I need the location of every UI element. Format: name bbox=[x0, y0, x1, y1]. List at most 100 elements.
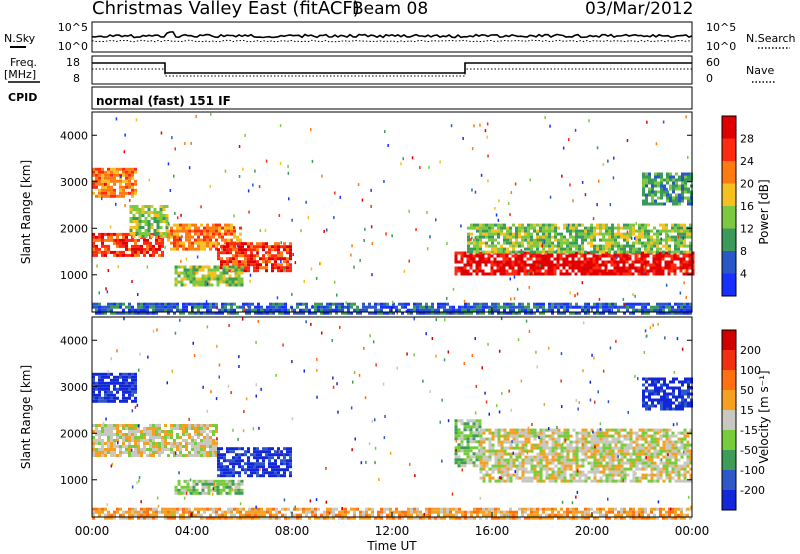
echo-cell bbox=[240, 268, 244, 272]
echo-cell bbox=[338, 308, 341, 312]
echo-cell bbox=[500, 232, 503, 236]
echo-cell bbox=[152, 244, 155, 248]
echo-cell bbox=[265, 251, 268, 255]
echo-cell bbox=[250, 260, 253, 264]
echo-cell bbox=[691, 266, 695, 270]
noise-point bbox=[495, 213, 498, 217]
noise-point bbox=[328, 305, 331, 309]
echo-cell bbox=[182, 226, 185, 230]
echo-cell bbox=[92, 424, 95, 427]
echo-cell bbox=[241, 251, 244, 255]
echo-cell bbox=[119, 188, 122, 192]
echo-cell bbox=[186, 485, 190, 489]
echo-cell bbox=[155, 241, 158, 245]
echo-cell bbox=[326, 308, 329, 312]
echo-cell bbox=[217, 251, 220, 255]
echo-cell bbox=[185, 439, 188, 442]
echo-cell bbox=[98, 250, 101, 254]
echo-cell bbox=[475, 431, 479, 435]
echo-cell bbox=[580, 272, 584, 276]
echo-cell bbox=[250, 245, 253, 249]
echo-cell bbox=[577, 263, 581, 267]
echo-cell bbox=[497, 443, 501, 447]
echo-cell bbox=[280, 474, 283, 478]
echo-cell bbox=[560, 250, 563, 254]
echo-cell bbox=[149, 445, 152, 448]
colorbar-tick-label: 20 bbox=[740, 178, 754, 191]
noise-point bbox=[370, 225, 373, 229]
echo-cell bbox=[494, 458, 498, 462]
echo-cell bbox=[503, 238, 506, 242]
noise-point bbox=[291, 292, 293, 296]
echo-cell bbox=[637, 269, 641, 273]
echo-cell bbox=[515, 241, 518, 245]
echo-cell bbox=[182, 433, 185, 436]
echo-cell bbox=[514, 260, 518, 264]
echo-cell bbox=[107, 439, 110, 442]
echo-cell bbox=[557, 470, 561, 474]
echo-cell bbox=[648, 404, 651, 408]
echo-cell bbox=[623, 461, 627, 465]
echo-cell bbox=[524, 449, 528, 453]
echo-cell bbox=[137, 427, 140, 430]
echo-cell bbox=[446, 302, 449, 306]
echo-cell bbox=[134, 436, 137, 439]
echo-cell bbox=[98, 194, 101, 198]
echo-cell bbox=[515, 250, 518, 254]
echo-cell bbox=[659, 467, 663, 471]
echo-cell bbox=[152, 430, 155, 433]
echo-cell bbox=[250, 263, 253, 267]
echo-cell bbox=[271, 263, 274, 267]
echo-cell bbox=[671, 223, 674, 227]
echo-cell bbox=[642, 377, 645, 381]
echo-cell bbox=[203, 244, 206, 248]
noise-point bbox=[283, 267, 285, 271]
echo-cell bbox=[569, 476, 573, 480]
echo-cell bbox=[599, 311, 602, 315]
echo-cell bbox=[153, 217, 157, 220]
echo-cell bbox=[620, 434, 624, 438]
echo-cell bbox=[688, 263, 692, 267]
echo-cell bbox=[608, 250, 611, 254]
echo-cell bbox=[98, 424, 101, 427]
echo-cell bbox=[241, 453, 244, 457]
echo-cell bbox=[650, 235, 653, 239]
echo-cell bbox=[425, 311, 428, 315]
echo-cell bbox=[544, 263, 548, 267]
echo-cell bbox=[137, 308, 140, 312]
echo-cell bbox=[488, 467, 492, 471]
echo-cell bbox=[469, 266, 473, 270]
echo-cell bbox=[647, 232, 650, 236]
echo-cell bbox=[198, 283, 202, 287]
echo-cell bbox=[215, 223, 218, 227]
echo-cell bbox=[485, 226, 488, 230]
echo-cell bbox=[563, 305, 566, 309]
echo-cell bbox=[277, 474, 280, 478]
echo-cell bbox=[677, 449, 681, 453]
echo-cell bbox=[469, 419, 473, 423]
echo-cell bbox=[212, 430, 215, 433]
echo-cell bbox=[659, 247, 662, 251]
echo-cell bbox=[622, 254, 626, 258]
echo-cell bbox=[209, 311, 212, 315]
noise-point bbox=[555, 249, 558, 253]
echo-cell bbox=[104, 179, 107, 183]
echo-cell bbox=[283, 245, 286, 249]
echo-cell bbox=[687, 175, 690, 179]
noise-point bbox=[233, 214, 235, 218]
echo-cell bbox=[539, 455, 543, 459]
echo-cell bbox=[122, 173, 125, 177]
echo-cell bbox=[472, 455, 476, 459]
echo-cell bbox=[469, 440, 473, 444]
nsky-panel bbox=[91, 21, 693, 53]
echo-cell bbox=[454, 428, 458, 432]
echo-cell bbox=[488, 449, 492, 453]
echo-cell bbox=[635, 446, 639, 450]
echo-cell bbox=[675, 187, 678, 191]
echo-cell bbox=[192, 485, 196, 489]
echo-cell bbox=[92, 167, 95, 171]
echo-cell bbox=[491, 470, 495, 474]
echo-cell bbox=[256, 263, 259, 267]
echo-cell bbox=[470, 305, 473, 309]
echo-cell bbox=[656, 235, 659, 239]
